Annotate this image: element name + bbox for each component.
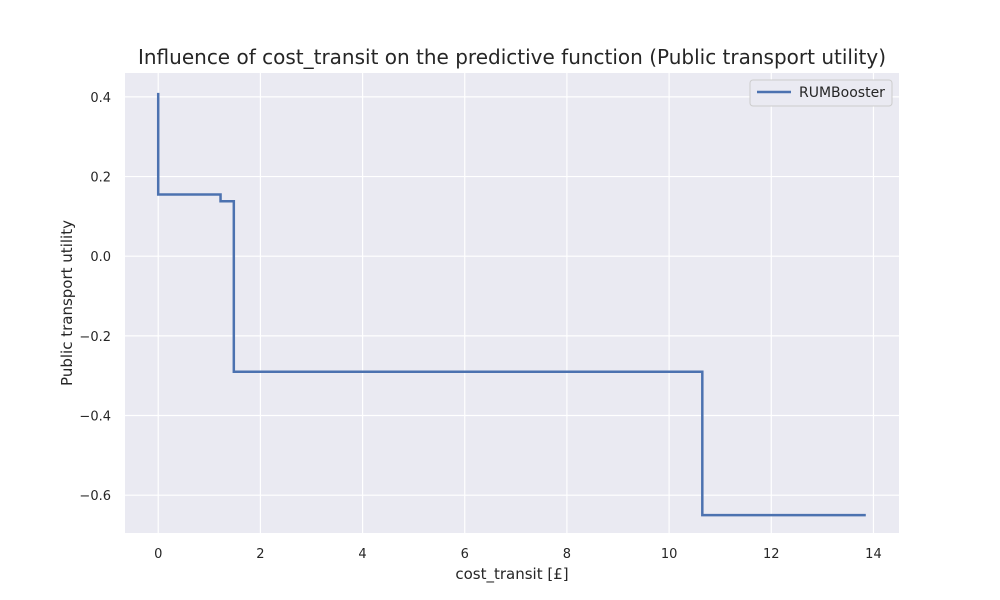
y-tick-label: −0.6: [79, 489, 111, 504]
y-tick-label: 0.0: [90, 250, 111, 265]
series-layer: [156, 92, 866, 517]
x-axis-label: cost_transit [£]: [455, 565, 568, 584]
tick-labels: 0 2 4 6 8 10 12 14 0.4 0.2 0.0 −0.2 −0.4 −0.6: [79, 91, 881, 562]
x-tick-label: 12: [763, 547, 780, 562]
y-tick-label: −0.2: [79, 330, 111, 345]
x-tick-label: 6: [461, 547, 469, 562]
y-axis-label: Public transport utility: [58, 220, 76, 386]
y-tick-label: −0.4: [79, 410, 111, 425]
y-tick-label: 0.2: [90, 171, 111, 186]
y-tick-label: 0.4: [90, 91, 111, 106]
grid-lines: [125, 73, 899, 533]
x-tick-label: 8: [563, 547, 571, 562]
legend: RUMBooster: [749, 79, 893, 107]
x-tick-label: 4: [358, 547, 366, 562]
x-tick-label: 14: [865, 547, 882, 562]
chart-title: Influence of cost_transit on the predict…: [138, 45, 886, 69]
x-tick-label: 2: [256, 547, 264, 562]
x-tick-label: 0: [154, 547, 162, 562]
legend-label-rumbooster: RUMBooster: [799, 85, 885, 101]
plot-area: [125, 73, 899, 533]
legend-box: [749, 79, 893, 107]
series-line-rumbooster: [156, 92, 866, 517]
x-tick-label: 10: [661, 547, 678, 562]
